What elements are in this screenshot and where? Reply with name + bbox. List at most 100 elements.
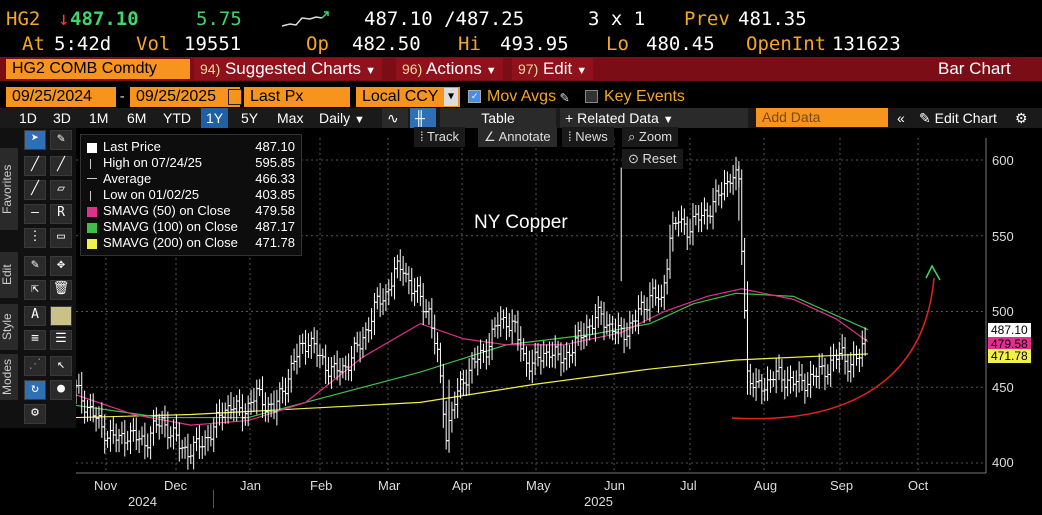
actions-number: 96) (402, 61, 423, 77)
trash-icon[interactable]: 🗑 (50, 280, 72, 300)
range-5y[interactable]: 5Y (241, 110, 259, 126)
legend-value: 487.10 (255, 139, 295, 154)
line-weight-icon[interactable]: ≡ (24, 330, 46, 350)
move-icon[interactable]: ✥ (50, 256, 72, 276)
end-date-input[interactable]: 09/25/2025 (130, 87, 240, 107)
segment-icon[interactable]: ╱ (24, 180, 46, 200)
mov-avgs-checkbox[interactable]: ✓ (468, 90, 481, 103)
sidebar-tab-style[interactable]: Style (0, 304, 18, 350)
edit-chart-label: Edit Chart (934, 110, 997, 126)
palette-icon[interactable]: ● (50, 380, 72, 400)
table-button[interactable]: Table (440, 108, 556, 128)
pencil-icon: ✎ (919, 110, 931, 126)
line-style-icon[interactable]: ☰ (50, 330, 72, 350)
suggested-charts-menu[interactable]: 94) Suggested Charts ▼ (194, 58, 382, 80)
annotate-button[interactable]: ∠ Annotate (478, 127, 557, 147)
currency-select[interactable]: Local CCY (356, 87, 460, 107)
track-button[interactable]: ⁞ Track (414, 127, 466, 147)
pencil-tool-icon[interactable]: ✎ (50, 130, 72, 150)
x-tick-label: Oct (908, 478, 929, 493)
horizontal-line-icon[interactable]: — (24, 204, 46, 224)
collapse-double-chevron-icon[interactable]: « (897, 110, 905, 126)
range-6m[interactable]: 6M (127, 110, 147, 126)
bar-chart-icon[interactable]: ╫ (410, 108, 436, 128)
line-chart-icon[interactable]: ∿ (382, 108, 408, 128)
low-price: 480.45 (646, 33, 715, 55)
annotate-icon: ∠ (484, 129, 496, 144)
color-swatch-icon[interactable] (50, 306, 72, 326)
zoom-label: Zoom (638, 129, 673, 144)
cycle-mode-icon[interactable]: ↻ (24, 380, 46, 400)
brush-icon[interactable]: ✎ (24, 256, 46, 276)
range-1m[interactable]: 1M (89, 110, 109, 126)
channel-icon[interactable]: ▱ (50, 180, 72, 200)
price-chart[interactable] (76, 128, 1042, 515)
legend-swatch (87, 142, 97, 153)
legend-label: Low on 01/02/25 (103, 187, 200, 202)
magnet-icon[interactable]: ↖ (50, 356, 72, 376)
legend-label: SMAVG (50) on Close (103, 203, 231, 218)
track-label: Track (427, 129, 460, 144)
range-max[interactable]: Max (277, 110, 304, 126)
key-events-checkbox[interactable] (585, 90, 598, 103)
y-tick-label: 450 (992, 380, 1014, 395)
settings-gear-icon[interactable]: ⚙ (24, 404, 46, 424)
security-field[interactable]: HG2 COMB Comdty (6, 59, 190, 79)
related-data-menu[interactable]: + Related Data ▼ (560, 108, 748, 128)
calendar-icon[interactable] (228, 89, 242, 105)
ray-icon[interactable]: ╱ (50, 156, 72, 176)
caret-down-icon: ▼ (354, 114, 365, 126)
chart-type-label: Bar Chart (938, 59, 1011, 78)
related-data-label: Related Data (577, 110, 659, 126)
gear-icon[interactable]: ⚙ (1015, 110, 1028, 126)
reset-button[interactable]: ⊙ Reset (622, 149, 683, 169)
mov-avgs-label[interactable]: Mov Avgs (487, 88, 557, 105)
crosshair-mode-icon[interactable]: ⋰ (24, 356, 46, 376)
period-select[interactable]: Daily ▼ (314, 108, 370, 128)
pencil-icon[interactable]: ✎ (560, 88, 570, 106)
edit-label: Edit (542, 59, 573, 78)
range-3d[interactable]: 3D (53, 110, 71, 126)
x-tick-label: Dec (164, 478, 188, 493)
legend-label: SMAVG (200) on Close (103, 235, 238, 250)
last-price: 487.10 (70, 8, 139, 30)
range-1y[interactable]: 1Y (201, 108, 229, 128)
year-divider (213, 490, 214, 508)
add-data-input[interactable]: Add Data (756, 108, 888, 127)
zoom-button[interactable]: ⌕ Zoom (622, 127, 679, 147)
suggested-charts-number: 94) (200, 61, 221, 77)
news-button[interactable]: ⁞ News (562, 127, 614, 147)
trend-arrow-head (925, 264, 941, 281)
pointer-icon[interactable]: ➤ (24, 130, 46, 150)
text-style-icon[interactable]: A (24, 306, 46, 326)
ticker-symbol[interactable]: HG2 (6, 8, 41, 30)
news-icon: ⁞ (568, 129, 572, 144)
dropdown-arrow-icon[interactable]: ▼ (444, 88, 458, 106)
field-select[interactable]: Last Px (244, 87, 350, 107)
sma-50-path (76, 288, 869, 426)
range-1d[interactable]: 1D (19, 110, 37, 126)
high-label: Hi (458, 33, 481, 55)
last-price-tag: 487.10 (988, 323, 1031, 337)
annotate-label: Annotate (498, 129, 551, 144)
open-interest-label: OpenInt (746, 33, 827, 55)
open-price: 482.50 (352, 33, 421, 55)
edit-chart-button[interactable]: ✎ Edit Chart (914, 108, 1002, 128)
net-change: 5.75 (196, 8, 242, 30)
start-date-input[interactable]: 09/25/2024 (6, 87, 116, 107)
key-events-label[interactable]: Key Events (604, 88, 685, 105)
sidebar-tab-favorites[interactable]: Favorites (0, 148, 18, 230)
y-tick-label: 600 (992, 153, 1014, 168)
range-ytd[interactable]: YTD (163, 110, 191, 126)
edit-menu[interactable]: 97) Edit ▼ (512, 58, 594, 80)
actions-menu[interactable]: 96) Actions ▼ (396, 58, 503, 80)
sidebar-tab-edit[interactable]: Edit (0, 252, 18, 298)
retracement-icon[interactable]: R (50, 204, 72, 224)
fib-icon[interactable]: ⋮ (24, 228, 46, 248)
vol-label: Vol (136, 33, 171, 55)
select-move-icon[interactable]: ⇱ (24, 280, 46, 300)
sidebar-tab-modes[interactable]: Modes (0, 354, 18, 400)
rectangle-icon[interactable]: ▭ (50, 228, 72, 248)
trendline-icon[interactable]: ╱ (24, 156, 46, 176)
legend-marker-icon (90, 158, 94, 169)
